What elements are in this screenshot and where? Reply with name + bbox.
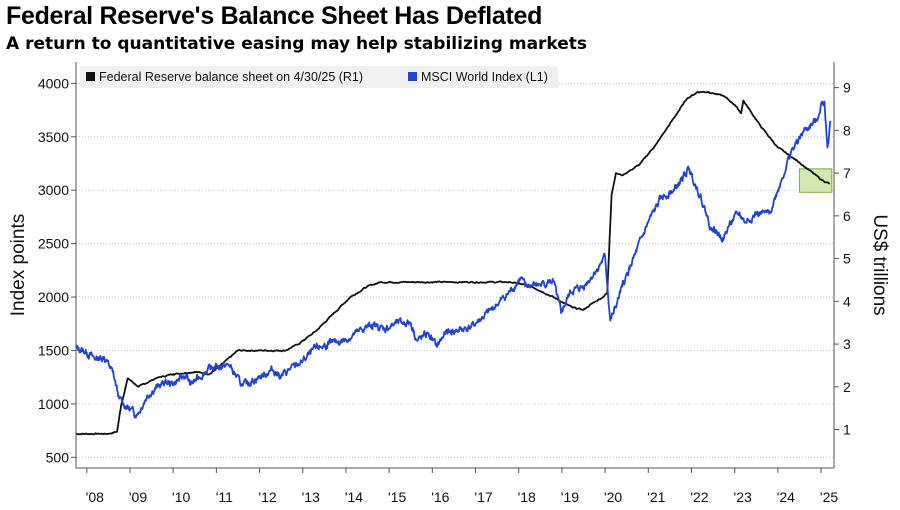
left-axis-ticks: 500 1000 1500 2000 2500 3000 3500 4000: [38, 75, 76, 465]
right-tick-label-5: 5: [843, 251, 851, 267]
x-tick-label-2024: '24: [777, 489, 795, 505]
legend-label-fed-balance-sheet: Federal Reserve balance sheet on 4/30/25…: [99, 70, 363, 84]
x-tick-label-2016: '16: [431, 489, 449, 505]
right-axis-ticks: 1 2 3 4 5 6 7 8 9: [834, 80, 851, 438]
left-tick-label-4000: 4000: [38, 75, 69, 91]
legend-label-msci-world: MSCI World Index (L1): [421, 70, 548, 84]
right-tick-label-7: 7: [843, 165, 851, 181]
right-tick-label-3: 3: [843, 336, 851, 352]
x-tick-label-2020: '20: [604, 489, 622, 505]
x-tick-label-2018: '18: [518, 489, 536, 505]
x-tick-label-2010: '10: [172, 489, 190, 505]
x-tick-label-2023: '23: [734, 489, 752, 505]
x-tick-label-2011: '11: [216, 489, 233, 505]
x-axis-ticks: '08 '09 '10 '11 '12 '13 '14 '15 '16 '17 '18 '19 '20 '…: [86, 468, 838, 505]
chart-subtitle: A return to quantitative easing may help…: [6, 34, 588, 54]
chart-title: Federal Reserve's Balance Sheet Has Defl…: [6, 2, 543, 30]
x-tick-label-2021: '21: [647, 489, 665, 505]
legend-swatch-msci-world: [408, 72, 417, 81]
right-tick-label-6: 6: [843, 208, 851, 224]
plot-background: [76, 62, 834, 468]
legend-swatch-fed-balance-sheet: [86, 72, 95, 81]
left-tick-label-2000: 2000: [38, 289, 69, 305]
right-tick-label-4: 4: [843, 293, 851, 309]
legend: Federal Reserve balance sheet on 4/30/25…: [80, 66, 558, 88]
legend-background: [80, 66, 558, 88]
x-tick-label-2008: '08: [86, 489, 104, 505]
x-tick-label-2009: '09: [129, 489, 147, 505]
x-tick-label-2014: '14: [345, 489, 363, 505]
x-tick-label-2022: '22: [690, 489, 708, 505]
left-tick-label-2500: 2500: [38, 236, 69, 252]
left-tick-label-3000: 3000: [38, 182, 69, 198]
x-tick-label-2012: '12: [258, 489, 276, 505]
highlight-box: [798, 168, 833, 193]
x-tick-label-2019: '19: [561, 489, 579, 505]
series-line-msci-world: [75, 100, 832, 419]
x-tick-label-2015: '15: [388, 489, 406, 505]
x-tick-label-2013: '13: [302, 489, 320, 505]
x-tick-label-2025: '25: [820, 489, 838, 505]
right-axis-label: US$ trillions: [869, 214, 890, 315]
x-tick-label-2017: '17: [474, 489, 492, 505]
right-tick-label-8: 8: [843, 122, 851, 138]
right-tick-label-9: 9: [843, 80, 851, 96]
left-tick-label-500: 500: [46, 449, 70, 465]
left-tick-label-1500: 1500: [38, 342, 69, 358]
left-tick-label-3500: 3500: [38, 129, 69, 145]
series-line-fed-balance-sheet: [76, 90, 831, 436]
left-axis-label: Index points: [8, 214, 29, 316]
right-tick-label-1: 1: [843, 422, 851, 438]
right-tick-label-2: 2: [843, 379, 851, 395]
left-tick-label-1000: 1000: [38, 396, 69, 412]
